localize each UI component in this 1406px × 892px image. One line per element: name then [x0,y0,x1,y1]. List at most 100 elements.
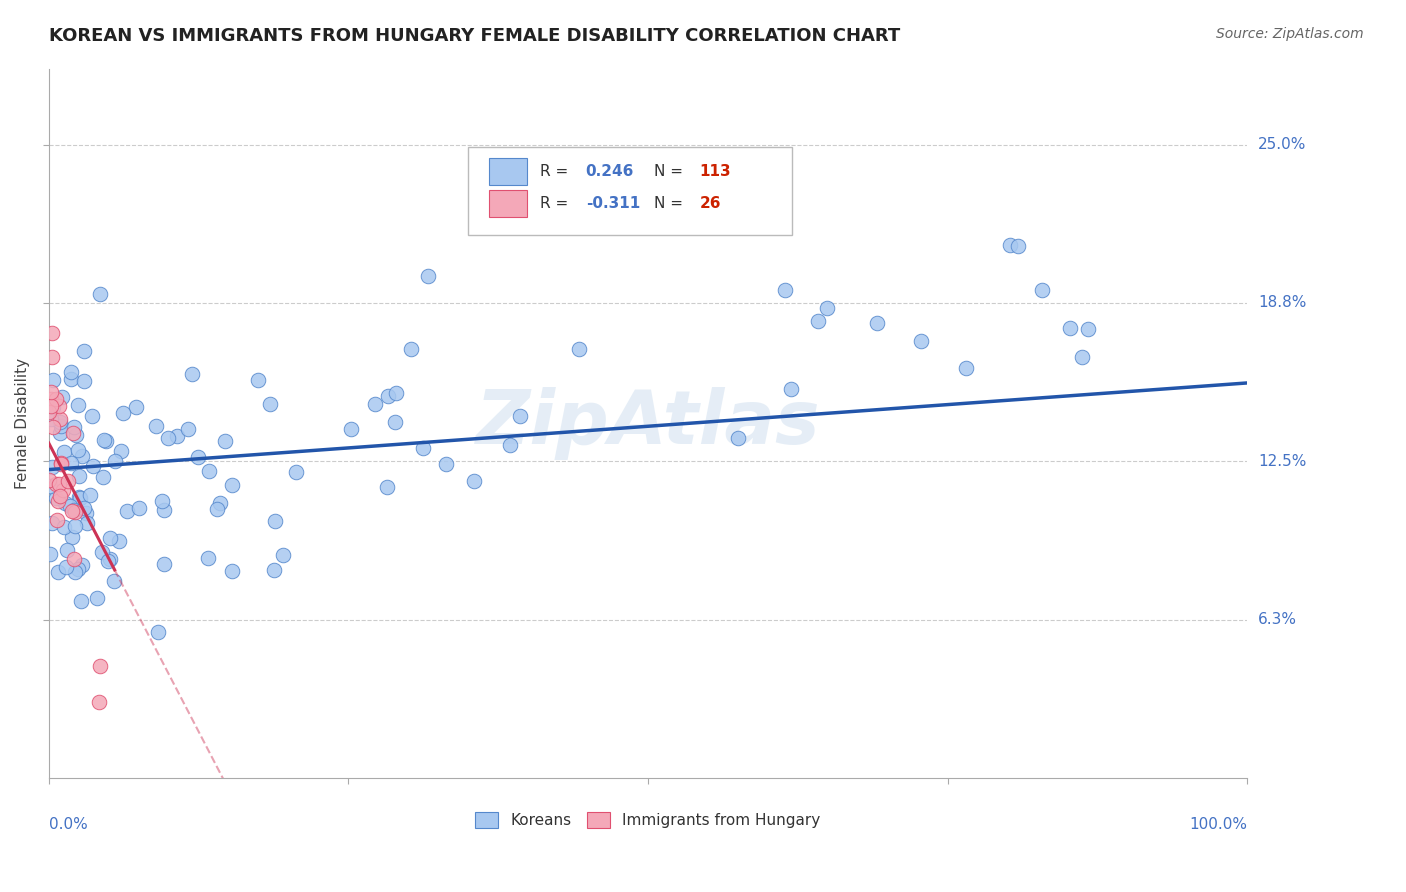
Koreans [145,418,167,433]
Koreans [63,503,86,517]
Koreans [214,434,236,448]
Koreans [39,547,62,561]
Koreans [42,373,65,387]
Koreans [70,558,93,573]
Koreans [152,502,174,516]
Koreans [110,443,132,458]
Koreans [434,457,457,471]
Koreans [70,593,93,607]
Koreans [89,287,111,301]
Immigrants from Hungary [48,411,70,425]
Text: Source: ZipAtlas.com: Source: ZipAtlas.com [1216,27,1364,41]
Koreans [67,490,90,504]
Koreans [775,284,797,298]
Legend: Koreans, Immigrants from Hungary: Koreans, Immigrants from Hungary [470,806,827,834]
Koreans [463,474,485,488]
Immigrants from Hungary [42,420,65,434]
Koreans [955,360,977,375]
Text: 0.246: 0.246 [586,164,634,179]
Koreans [198,464,221,478]
Text: 100.0%: 100.0% [1189,817,1247,832]
Koreans [910,334,932,348]
FancyBboxPatch shape [488,158,527,185]
Koreans [1059,321,1081,335]
Immigrants from Hungary [46,494,69,508]
Text: 0.0%: 0.0% [49,817,87,832]
FancyBboxPatch shape [488,190,527,217]
Koreans [98,552,121,566]
Koreans [104,454,127,468]
Koreans [65,519,87,533]
Koreans [48,415,70,429]
Immigrants from Hungary [63,551,86,566]
Koreans [73,374,96,388]
Text: -0.311: -0.311 [586,196,640,211]
Koreans [181,367,204,381]
Koreans [264,514,287,528]
Koreans [82,458,104,473]
Koreans [259,397,281,411]
Immigrants from Hungary [51,458,73,472]
Koreans [384,415,406,429]
Koreans [205,502,228,516]
Koreans [56,543,79,558]
Text: 18.8%: 18.8% [1258,295,1306,310]
Immigrants from Hungary [89,659,111,673]
Koreans [727,431,749,445]
Immigrants from Hungary [39,392,62,406]
Text: R =: R = [540,196,574,211]
Immigrants from Hungary [87,695,110,709]
Koreans [67,398,90,412]
Koreans [59,457,82,471]
Koreans [53,519,76,533]
Koreans [45,491,67,505]
Koreans [66,442,89,457]
Koreans [866,316,889,330]
Koreans [285,465,308,479]
Koreans [51,418,73,433]
Koreans [65,428,87,442]
Immigrants from Hungary [39,399,62,413]
Immigrants from Hungary [45,513,67,527]
Immigrants from Hungary [48,489,70,503]
Koreans [39,479,62,493]
Koreans [208,496,231,510]
Koreans [412,441,434,455]
Koreans [377,389,399,403]
Koreans [80,409,103,423]
Koreans [221,478,243,492]
Koreans [60,530,83,544]
Koreans [91,469,114,483]
Koreans [41,516,63,530]
Koreans [90,545,112,559]
Koreans [46,565,69,579]
Koreans [59,499,82,513]
Koreans [60,372,83,386]
Immigrants from Hungary [51,457,73,471]
Koreans [67,468,90,483]
Koreans [59,365,82,379]
Immigrants from Hungary [48,399,70,413]
Koreans [53,495,76,509]
Immigrants from Hungary [39,384,62,399]
Koreans [115,504,138,518]
Immigrants from Hungary [41,326,63,340]
Koreans [150,494,173,508]
Koreans [41,412,63,426]
Koreans [41,401,63,415]
Koreans [51,390,73,404]
Text: N =: N = [654,164,688,179]
Immigrants from Hungary [48,477,70,491]
Koreans [98,531,121,545]
Koreans [73,344,96,359]
Koreans [1077,322,1099,336]
Koreans [780,382,803,396]
Koreans [93,433,115,447]
Koreans [55,559,77,574]
Koreans [49,426,72,441]
Koreans [128,500,150,515]
Immigrants from Hungary [52,483,75,497]
Koreans [246,373,269,387]
Koreans [157,432,180,446]
Koreans [399,342,422,356]
